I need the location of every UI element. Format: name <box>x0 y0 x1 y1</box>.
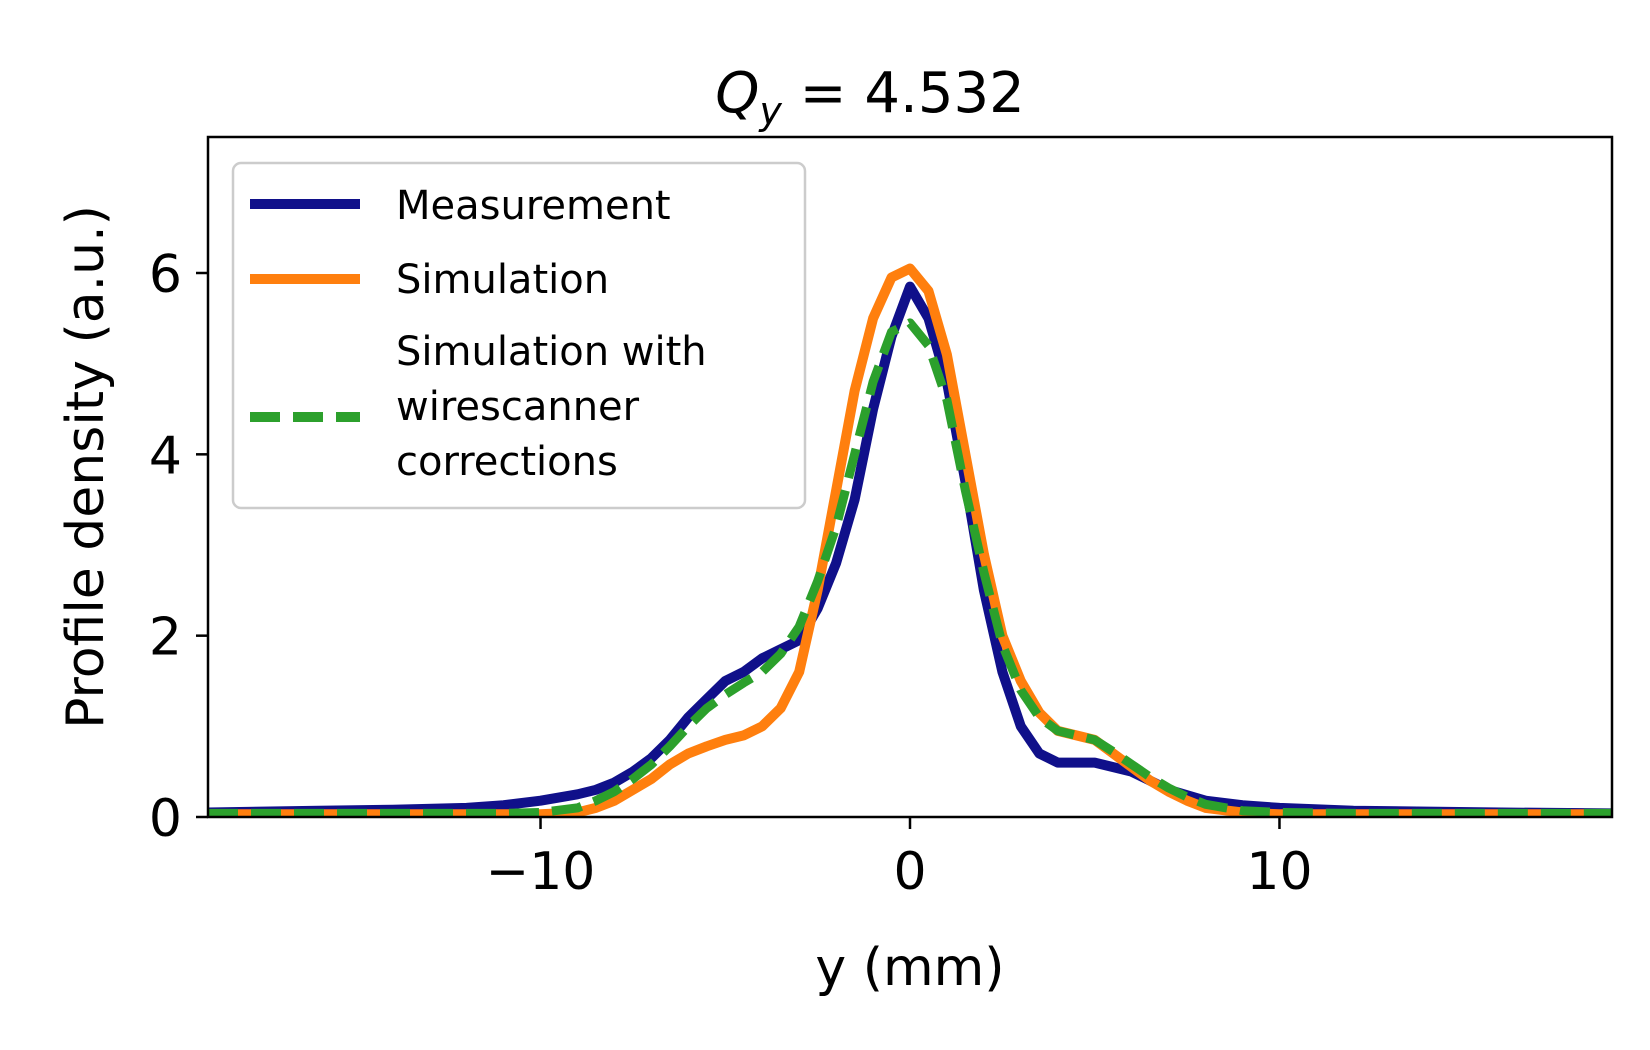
title-subscript: y <box>758 89 782 133</box>
ticks-layer: −10 0 10 0 2 4 6 <box>149 245 1313 902</box>
legend-label-2: Simulation <box>396 257 609 303</box>
y-tick-label: 0 <box>149 789 182 849</box>
x-tick-label: 10 <box>1246 842 1312 902</box>
y-axis-label: Profile density (a.u.) <box>56 205 116 729</box>
title-symbol: Q <box>715 61 759 126</box>
x-tick-label: 0 <box>893 842 926 902</box>
y-tick-label: 2 <box>149 608 182 668</box>
x-axis-label: y (mm) <box>815 938 1004 998</box>
y-tick-label: 6 <box>149 245 182 305</box>
y-tick-label: 4 <box>149 426 182 486</box>
legend-label-3: Simulation with wirescanner corrections <box>396 329 707 485</box>
x-tick-label: −10 <box>486 842 596 902</box>
legend-label-1: Measurement <box>396 183 671 229</box>
title-rest: = 4.532 <box>782 61 1025 126</box>
series-layer <box>208 263 1612 817</box>
legend-box <box>231 161 807 510</box>
legend: Measurement Simulation Simulation with wire… <box>231 161 807 510</box>
series-line-3 <box>208 318 1612 817</box>
series-line-2 <box>208 263 1612 817</box>
chart-title: Qy = 4.532 <box>715 61 1024 133</box>
